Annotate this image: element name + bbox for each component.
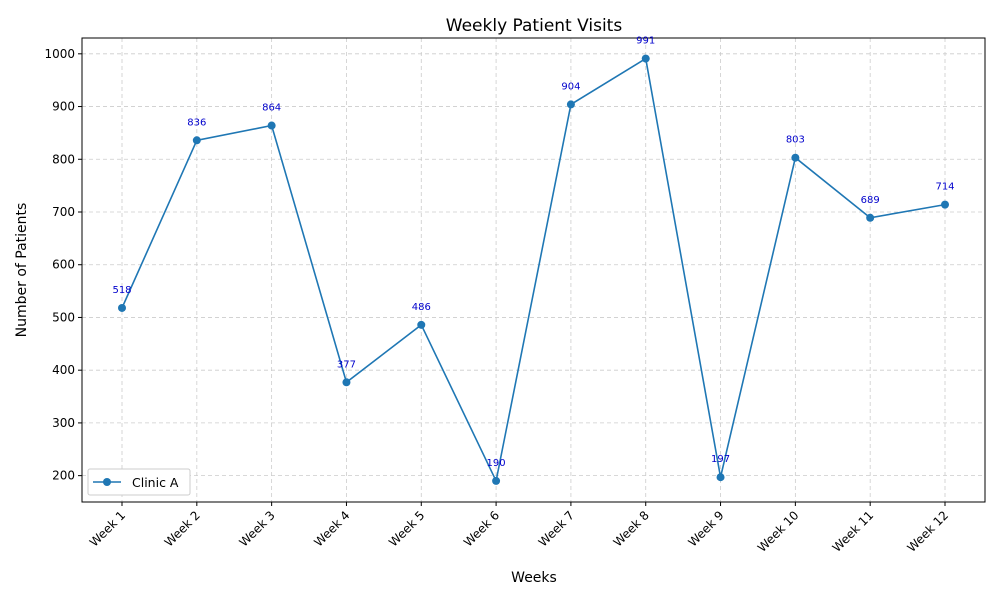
grid <box>82 38 985 502</box>
x-tick-label: Week 1 <box>87 508 128 549</box>
y-tick-label: 200 <box>52 469 75 483</box>
x-tick-label: Week 8 <box>611 508 652 549</box>
data-label: 377 <box>337 359 356 370</box>
data-point <box>342 378 351 387</box>
legend-label: Clinic A <box>132 475 179 490</box>
legend-box <box>87 468 191 496</box>
series-layer <box>118 54 949 485</box>
x-tick-label: Week 4 <box>311 508 352 549</box>
data-point <box>941 200 949 209</box>
data-label: 197 <box>711 454 730 465</box>
y-tick-label: 900 <box>52 100 75 114</box>
legend: Clinic A <box>87 468 191 496</box>
data-label: 689 <box>861 195 880 206</box>
data-point <box>267 121 276 130</box>
x-tick-label: Week 5 <box>386 508 427 549</box>
x-tick-label: Week 2 <box>162 508 203 549</box>
data-point <box>192 136 201 145</box>
y-tick-label: 500 <box>52 310 75 324</box>
x-tick-label: Week 9 <box>685 508 726 549</box>
x-axis-title: Weeks <box>511 570 557 586</box>
y-tick-label: 700 <box>52 205 75 219</box>
x-tick-label: Week 10 <box>755 508 802 555</box>
legend-marker <box>103 478 111 486</box>
y-axis-title: Number of Patients <box>14 203 30 338</box>
series-line <box>121 57 946 484</box>
data-point <box>492 476 501 485</box>
y-tick-label: 400 <box>52 363 75 377</box>
y-tick-label: 300 <box>52 416 75 430</box>
x-tick-label: Week 12 <box>904 508 951 555</box>
data-label: 486 <box>412 302 431 313</box>
chart-title: Weekly Patient Visits <box>446 16 623 36</box>
data-point <box>791 153 800 162</box>
y-tick-label: 1000 <box>44 47 75 61</box>
x-tick-label: Week 11 <box>830 508 877 555</box>
data-label: 803 <box>786 135 805 146</box>
data-label: 714 <box>935 182 954 193</box>
data-label: 518 <box>112 285 131 296</box>
plot-frame <box>81 37 986 503</box>
y-tick-label: 600 <box>52 258 75 272</box>
data-label: 836 <box>187 117 206 128</box>
data-label: 864 <box>262 103 281 114</box>
data-label: 991 <box>636 36 655 47</box>
data-point <box>866 213 875 222</box>
data-point <box>641 54 650 63</box>
data-point <box>118 303 126 312</box>
data-point <box>716 473 725 482</box>
x-tick-label: Week 3 <box>237 508 278 549</box>
y-tick-label: 800 <box>52 152 75 166</box>
data-label: 904 <box>561 81 580 92</box>
data-label: 190 <box>487 458 506 469</box>
data-point <box>417 320 426 329</box>
data-point <box>566 100 575 109</box>
x-tick-label: Week 7 <box>536 508 577 549</box>
data-labels: 518 836 864 377 486 190 904 991 197 803 689 714 <box>112 36 954 469</box>
x-tick-label: Week 6 <box>461 508 502 549</box>
